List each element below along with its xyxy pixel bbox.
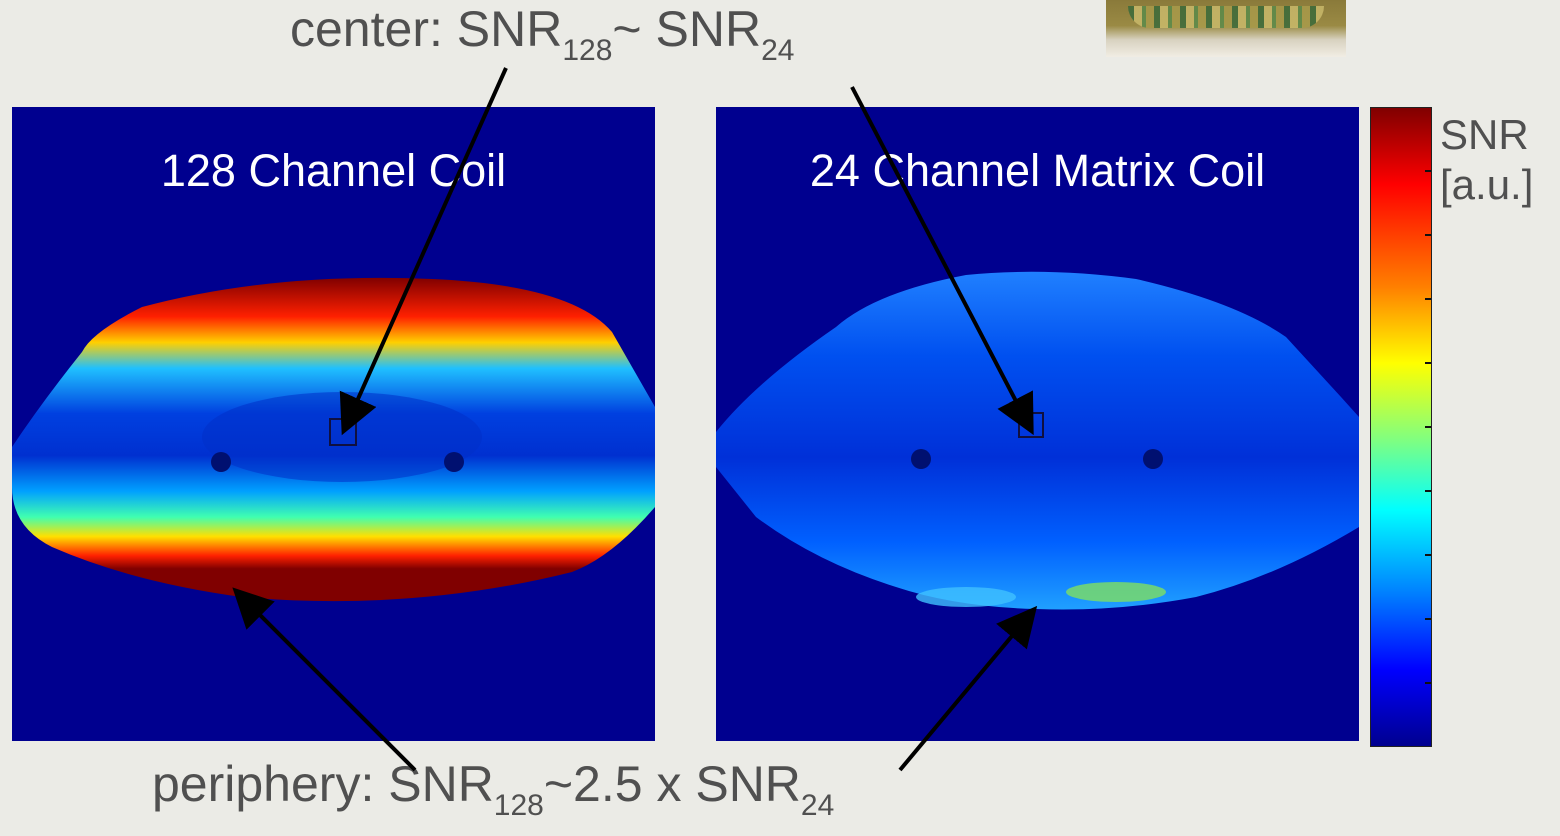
colorbar-tick bbox=[1425, 234, 1431, 236]
center-caption: center: SNR128~ SNR24 bbox=[290, 1, 795, 67]
colorbar-tick bbox=[1425, 682, 1431, 684]
panel-title-128: 128 Channel Coil bbox=[160, 145, 507, 196]
colorbar-tick bbox=[1425, 618, 1431, 620]
colorbar-tick bbox=[1425, 490, 1431, 492]
colorbar-tick bbox=[1425, 554, 1431, 556]
snr-map-24-image bbox=[716, 271, 1359, 610]
snr-map-128-channel: 128 Channel Coil bbox=[12, 107, 655, 741]
colorbar-label: SNR [a.u.] bbox=[1440, 110, 1533, 210]
snr-colorbar bbox=[1370, 107, 1432, 747]
colorbar-tick bbox=[1425, 170, 1431, 172]
colorbar-label-units: [a.u.] bbox=[1440, 161, 1534, 208]
colorbar-tick bbox=[1425, 298, 1431, 300]
colorbar-tick bbox=[1425, 426, 1431, 428]
coil-photo bbox=[1106, 0, 1346, 57]
colorbar-tick bbox=[1425, 362, 1431, 364]
periphery-caption: periphery: SNR128~2.5 x SNR24 bbox=[152, 756, 835, 822]
snr-map-128-image bbox=[12, 277, 655, 602]
panel-title-24: 24 Channel Matrix Coil bbox=[809, 145, 1266, 196]
colorbar-label-snr: SNR bbox=[1440, 111, 1529, 158]
snr-map-24-channel: 24 Channel Matrix Coil bbox=[716, 107, 1359, 741]
